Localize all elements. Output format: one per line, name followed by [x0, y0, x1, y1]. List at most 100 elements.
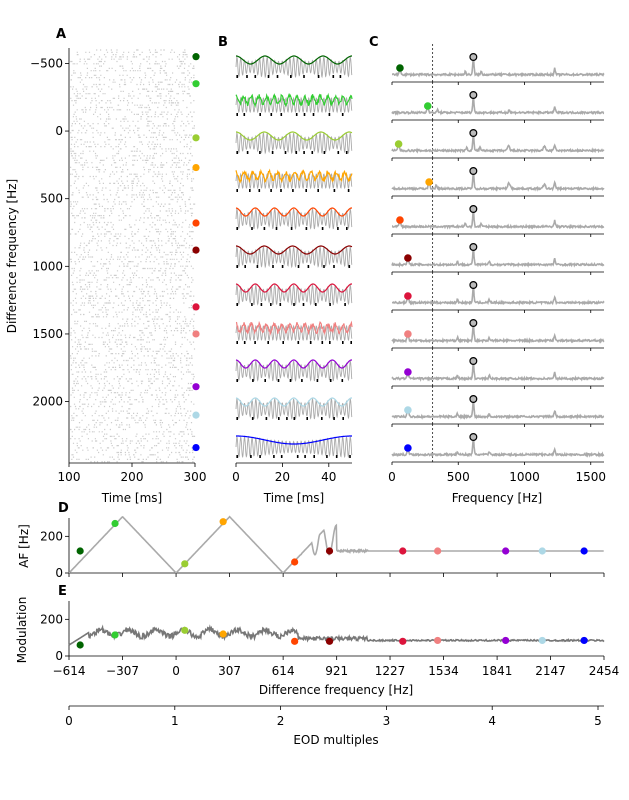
panel-b-envelope-trace [235, 168, 353, 184]
panel-c-af-marker [404, 292, 412, 300]
panel-d-marker-6 [325, 547, 334, 555]
panel-b-x-ticks: 0 20 40 [232, 463, 336, 484]
panel-b-signal-trace [235, 435, 353, 459]
panel-d-marker-11 [580, 547, 588, 555]
panel-d-y-tick-label: 200 [40, 529, 63, 543]
eod-axis-tick-label: 3 [383, 714, 391, 728]
eod-axis-tick-label: 1 [171, 714, 179, 728]
panel-a-marker-4 [192, 163, 200, 172]
panel-c-x-tick-label: 1500 [575, 470, 606, 484]
panel-e-marker-6 [325, 637, 334, 645]
eod-axis-tick-label: 4 [488, 714, 496, 728]
panel-c-eod-marker [469, 319, 478, 328]
panel-a-marker-3 [192, 134, 200, 142]
panel-c-eod-marker [469, 129, 478, 138]
panel-d-y-ticks: 0 200 [40, 529, 69, 580]
panel-b-x-tick-label: 0 [232, 470, 240, 484]
panel-b-envelope-trace [235, 359, 352, 369]
eod-axis-label: EOD multiples [293, 733, 378, 747]
panel-c-spectrum [391, 361, 605, 382]
panel-a: −500 0 500 1000 1500 2000 100 200 300 Time [ms]… [5, 48, 206, 505]
panel-c-row-5 [391, 196, 605, 237]
panel-b-signal-trace [235, 283, 353, 306]
panel-e-marker-8 [434, 636, 442, 645]
panel-b-row-1 [235, 55, 353, 79]
panel-c-x-tick-label: 1000 [509, 470, 540, 484]
panel-b-row-7 [235, 283, 353, 306]
panel-a-y-tick-label: 500 [40, 192, 63, 206]
eod-axis-tick-label: 0 [65, 714, 73, 728]
panel-c-row-2 [391, 82, 605, 123]
panel-b-spike-train [236, 113, 344, 116]
eod-axis-tick-label: 2 [277, 714, 285, 728]
panel-e-x-tick-label: 921 [325, 664, 348, 678]
panel-c-spectrum [391, 246, 605, 268]
panel-c-spectrum [391, 95, 605, 116]
panel-b-spike-train [236, 417, 344, 420]
panel-b-envelope-trace [235, 207, 352, 217]
panel-c-eod-marker [469, 52, 478, 61]
panel-a-markers [192, 53, 200, 452]
panel-c-row-11 [391, 424, 605, 465]
eod-axis-tick-label: 5 [594, 714, 602, 728]
eod-axis-ticks: 0 1 2 3 4 5 [65, 706, 602, 728]
panel-b-envelope-trace [236, 55, 352, 65]
panel-a-y-tick-label: 1500 [32, 327, 63, 341]
panel-c-spectrum [391, 438, 605, 458]
panel-c-af-marker [404, 368, 412, 376]
panel-e-x-tick-label: 614 [272, 664, 295, 678]
panel-d-y-tick-label: 0 [55, 566, 63, 580]
panel-c-row-10 [391, 386, 605, 427]
panel-letter-d: D [58, 501, 69, 516]
panel-e-modulation-curve [68, 624, 605, 646]
panel-d-marker-4 [219, 518, 227, 526]
panel-c-spectrum [391, 209, 605, 230]
panel-letter-c: C [369, 35, 379, 50]
panel-e-markers [76, 626, 588, 649]
panel-c-spectrum [391, 323, 605, 345]
panel-c-spectrum [391, 57, 605, 78]
panel-d-markers [76, 518, 588, 568]
panel-c-af-marker [425, 178, 433, 186]
panel-a-marker-11 [192, 443, 200, 452]
panel-b-spike-train [236, 151, 348, 154]
panel-e-marker-3 [181, 626, 189, 634]
panel-c-af-marker [394, 140, 403, 148]
panel-b-signal-trace [235, 131, 353, 155]
panel-d-marker-3 [181, 560, 189, 568]
panel-c-af-marker [396, 64, 404, 72]
panel-c-row-1 [391, 44, 605, 85]
panel-d: 0 200 AF [Hz] [17, 515, 605, 580]
panel-e-x-tick-label: 1534 [428, 664, 459, 678]
panel-b-signal-trace [235, 397, 353, 420]
panel-b-row-4 [235, 168, 353, 192]
panel-b-spike-train [236, 75, 342, 78]
panel-d-x-ticks [68, 573, 605, 577]
panel-e-marker-5 [291, 637, 299, 645]
panel-b-signal-trace [235, 245, 353, 269]
panel-a-spike-raster [70, 49, 196, 463]
panel-c-af-marker [404, 254, 412, 262]
panel-b-x-label: Time [ms] [263, 491, 325, 505]
panel-c-eod-marker [469, 90, 478, 99]
panel-c-af-marker [404, 406, 412, 414]
panel-e-marker-1 [76, 641, 84, 649]
panel-e-x-tick-label: 2147 [535, 664, 566, 678]
panel-e-x-tick-label: −307 [106, 664, 139, 678]
panel-b-signal-trace [235, 96, 353, 114]
panel-c-eod-marker [469, 205, 478, 214]
panel-b-row-5 [235, 207, 353, 230]
panel-b-signal-trace [235, 55, 353, 79]
panel-b-spike-train [236, 303, 346, 306]
panel-e-x-tick-label: 0 [172, 664, 180, 678]
panel-a-x-ticks: 100 200 300 [58, 463, 206, 484]
panel-d-marker-5 [291, 558, 299, 566]
panel-b-envelope-trace [235, 283, 352, 293]
panel-c-spectrum [391, 398, 605, 421]
panel-a-x-label: Time [ms] [101, 491, 163, 505]
panel-a-marker-2 [192, 80, 200, 88]
panel-a-y-label: Difference frequency [Hz] [5, 179, 19, 333]
panel-a-marker-10 [192, 411, 200, 419]
panel-e-y-ticks: 0 200 [40, 612, 69, 663]
